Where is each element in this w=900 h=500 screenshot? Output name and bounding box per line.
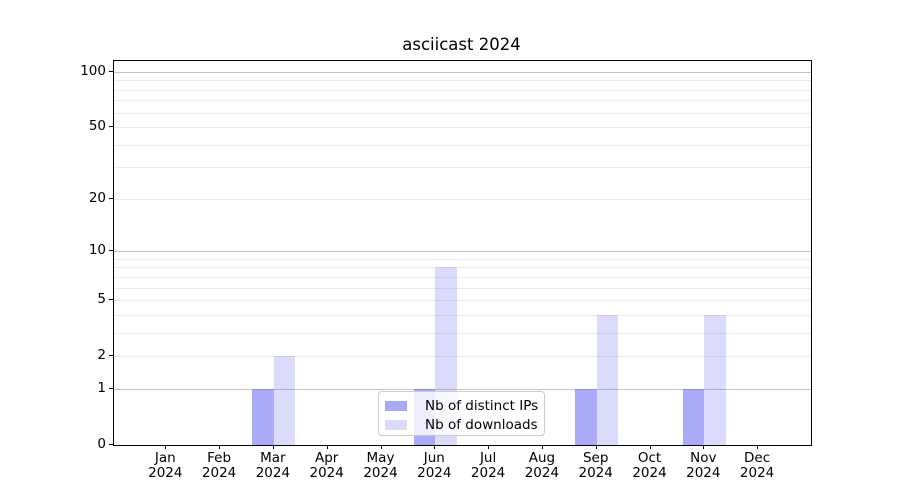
bar-nov-downloads xyxy=(704,314,726,445)
x-tick-label: Dec 2024 xyxy=(739,450,775,481)
plot-area xyxy=(113,60,812,446)
y-tick-mark xyxy=(109,355,113,357)
legend-swatch-distinct-ips xyxy=(385,400,407,411)
y-major-gridline xyxy=(114,71,811,73)
x-tick-mark xyxy=(541,445,543,449)
y-tick-label: 20 xyxy=(88,189,106,206)
y-minor-gridline xyxy=(114,127,811,129)
y-minor-gridline xyxy=(114,112,811,114)
y-minor-gridline xyxy=(114,300,811,302)
x-tick-label: Jun 2024 xyxy=(417,450,452,481)
y-tick-mark xyxy=(109,299,113,301)
y-minor-gridline xyxy=(114,276,811,278)
legend-swatch-downloads xyxy=(385,419,407,430)
y-tick-mark xyxy=(109,444,113,445)
legend: Nb of distinct IPs Nb of downloads xyxy=(378,391,545,436)
bar-sep-downloads xyxy=(596,314,619,445)
y-tick-mark xyxy=(109,387,113,389)
y-minor-gridline xyxy=(114,80,811,82)
legend-item-downloads: Nb of downloads xyxy=(379,415,544,434)
y-major-gridline xyxy=(114,251,811,253)
legend-item-distinct-ips: Nb of distinct IPs xyxy=(379,396,544,415)
legend-label-distinct-ips: Nb of distinct IPs xyxy=(425,397,539,414)
x-tick-mark xyxy=(272,445,274,449)
x-tick-mark xyxy=(757,445,759,449)
y-tick-mark xyxy=(109,197,113,199)
y-minor-gridline xyxy=(114,267,811,269)
x-tick-label: Jan 2024 xyxy=(148,450,183,481)
x-tick-label: Nov 2024 xyxy=(686,450,721,481)
x-tick-mark xyxy=(165,445,167,449)
y-minor-gridline xyxy=(114,314,811,316)
bar-mar-downloads xyxy=(273,356,296,445)
y-minor-gridline xyxy=(114,287,811,289)
x-tick-mark xyxy=(380,445,382,449)
y-tick-mark xyxy=(109,250,113,252)
y-tick-label: 0 xyxy=(97,436,106,452)
y-minor-gridline xyxy=(114,100,811,102)
x-tick-label: Oct 2024 xyxy=(632,450,667,481)
y-tick-label: 2 xyxy=(97,347,106,364)
y-minor-gridline xyxy=(114,89,811,91)
y-tick-mark xyxy=(109,126,113,128)
y-tick-mark xyxy=(109,70,113,72)
x-tick-mark xyxy=(488,445,490,449)
x-tick-label: Sep 2024 xyxy=(578,450,613,481)
x-tick-mark xyxy=(703,445,705,449)
y-tick-label: 50 xyxy=(88,118,106,135)
x-tick-label: Jul 2024 xyxy=(470,450,506,481)
bar-sep-distinct-ips xyxy=(575,388,597,445)
y-minor-gridline xyxy=(114,258,811,260)
y-minor-gridline xyxy=(114,356,811,358)
x-tick-mark xyxy=(219,445,221,449)
x-tick-label: May 2024 xyxy=(363,450,398,481)
x-tick-label: Mar 2024 xyxy=(255,450,291,481)
y-major-gridline xyxy=(114,388,811,390)
x-tick-mark xyxy=(326,445,328,449)
x-tick-label: Apr 2024 xyxy=(309,450,344,481)
x-tick-label: Aug 2024 xyxy=(524,450,560,481)
y-tick-label: 1 xyxy=(97,379,106,396)
y-minor-gridline xyxy=(114,167,811,169)
y-minor-gridline xyxy=(114,198,811,200)
x-tick-mark xyxy=(595,445,597,449)
y-tick-label: 10 xyxy=(88,242,106,259)
y-tick-label: 5 xyxy=(97,291,106,308)
bar-nov-distinct-ips xyxy=(682,388,705,445)
y-minor-gridline xyxy=(114,144,811,146)
chart-title: asciicast 2024 xyxy=(402,35,521,54)
x-tick-mark xyxy=(649,445,651,449)
legend-label-downloads: Nb of downloads xyxy=(425,416,538,433)
bar-mar-distinct-ips xyxy=(252,388,274,445)
x-tick-mark xyxy=(434,445,436,449)
y-tick-label: 100 xyxy=(80,62,106,79)
x-tick-label: Feb 2024 xyxy=(201,450,237,481)
y-minor-gridline xyxy=(114,332,811,334)
